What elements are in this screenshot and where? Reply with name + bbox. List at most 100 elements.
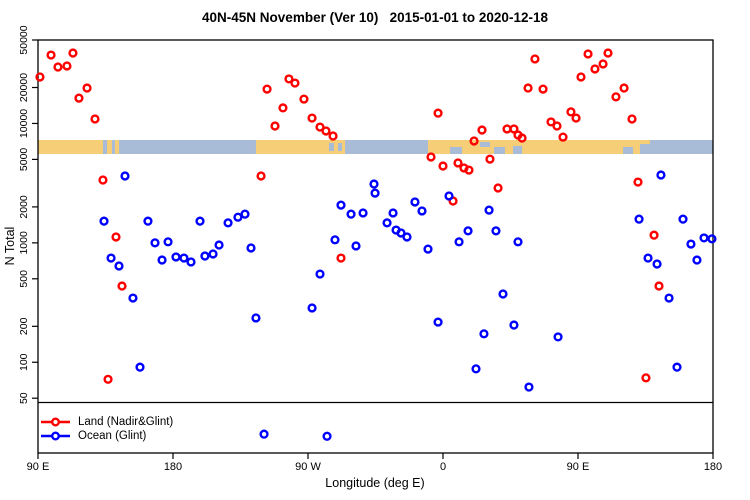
data-point-land — [649, 230, 659, 240]
x-tick-label: 0 — [440, 461, 446, 473]
data-point-land — [433, 108, 443, 118]
data-point-land — [453, 158, 463, 168]
data-point-land — [307, 113, 317, 123]
data-point-land — [98, 175, 108, 185]
data-point-ocean — [171, 252, 181, 262]
data-point-ocean — [358, 208, 368, 218]
data-point-land — [256, 171, 266, 181]
y-tick-label: 20000 — [18, 73, 30, 102]
data-point-land — [262, 84, 272, 94]
data-point-land — [546, 117, 556, 127]
ocean-marker-icon — [41, 431, 70, 441]
data-point-ocean — [707, 234, 717, 244]
map-strip-ocean-patch — [329, 143, 334, 151]
data-point-ocean — [664, 293, 674, 303]
data-point-ocean — [128, 293, 138, 303]
legend-label-ocean: Ocean (Glint) — [78, 430, 147, 442]
data-point-land — [90, 114, 100, 124]
data-point-land — [290, 78, 300, 88]
data-point-ocean — [370, 188, 380, 198]
data-point-ocean — [402, 232, 412, 242]
legend-item-land: Land (Nadir&Glint) — [41, 415, 173, 429]
data-point-ocean — [351, 241, 361, 251]
data-point-ocean — [240, 209, 250, 219]
data-point-ocean — [479, 329, 489, 339]
data-point-land — [270, 121, 280, 131]
data-point-ocean — [106, 253, 116, 263]
data-point-land — [426, 152, 436, 162]
data-point-ocean — [195, 216, 205, 226]
data-point-ocean — [120, 171, 130, 181]
data-point-ocean — [214, 240, 224, 250]
map-strip-ocean-patch — [639, 144, 650, 154]
data-point-ocean — [186, 257, 196, 267]
legend-label-land: Land (Nadir&Glint) — [78, 416, 174, 428]
map-strip-ocean-patch — [513, 146, 523, 154]
data-point-ocean — [246, 243, 256, 253]
y-tick-label: 50 — [18, 392, 30, 404]
data-point-land — [590, 64, 600, 74]
data-point-ocean — [444, 191, 454, 201]
data-point-ocean — [208, 249, 218, 259]
x-tick-label: 90 E — [567, 461, 590, 473]
data-point-ocean — [396, 228, 406, 238]
data-point-land — [321, 126, 331, 136]
data-point-ocean — [524, 382, 534, 392]
y-tick-label: 2000 — [18, 195, 30, 219]
data-point-land — [583, 49, 593, 59]
x-tick-label: 90 W — [295, 461, 321, 473]
x-tick-label: 90 E — [27, 461, 50, 473]
data-point-land — [278, 103, 288, 113]
data-point-ocean — [251, 313, 261, 323]
data-point-ocean — [330, 235, 340, 245]
x-axis-label: Longitude (deg E) — [325, 476, 425, 490]
data-point-land — [469, 136, 479, 146]
data-point-land — [117, 281, 127, 291]
map-strip-land — [255, 140, 346, 154]
data-point-land — [68, 48, 78, 58]
data-point-ocean — [114, 261, 124, 271]
map-strip-ocean-patch — [623, 147, 634, 154]
data-point-land — [299, 94, 309, 104]
data-point-land — [336, 253, 346, 263]
map-strip-land — [107, 140, 112, 154]
legend: Land (Nadir&Glint) Ocean (Glint) — [41, 415, 173, 443]
data-point-ocean — [686, 239, 696, 249]
data-point-ocean — [423, 244, 433, 254]
data-point-ocean — [643, 253, 653, 263]
y-tick-label: 50000 — [18, 25, 30, 54]
data-point-ocean — [634, 214, 644, 224]
data-point-ocean — [259, 429, 269, 439]
data-point-ocean — [135, 362, 145, 372]
data-point-ocean — [652, 259, 662, 269]
data-point-ocean — [163, 237, 173, 247]
data-point-ocean — [471, 364, 481, 374]
map-strip-land — [114, 140, 119, 154]
plot-frame — [37, 39, 714, 454]
data-point-land — [611, 92, 621, 102]
map-strip-ocean-patch — [450, 147, 463, 154]
legend-item-ocean: Ocean (Glint) — [41, 429, 173, 443]
data-point-land — [627, 114, 637, 124]
data-point-land — [538, 84, 548, 94]
data-point-land — [566, 107, 576, 117]
data-point-ocean — [99, 216, 109, 226]
data-point-land — [571, 113, 581, 123]
data-point-ocean — [382, 218, 392, 228]
data-point-ocean — [672, 362, 682, 372]
data-point-ocean — [200, 251, 210, 261]
chart-title: 40N-45N November (Ver 10) 2015-01-01 to … — [202, 10, 548, 25]
data-point-ocean — [369, 179, 379, 189]
x-tick-label: 180 — [164, 461, 182, 473]
y-tick-label: 100 — [18, 353, 30, 371]
y-tick-label: 500 — [18, 270, 30, 288]
data-point-ocean — [346, 209, 356, 219]
y-tick-label: 10000 — [18, 109, 30, 138]
data-point-ocean — [513, 237, 523, 247]
data-point-land — [53, 62, 63, 72]
map-strip-ocean-patch — [480, 142, 490, 147]
data-point-land — [477, 125, 487, 135]
data-point-land — [523, 83, 533, 93]
